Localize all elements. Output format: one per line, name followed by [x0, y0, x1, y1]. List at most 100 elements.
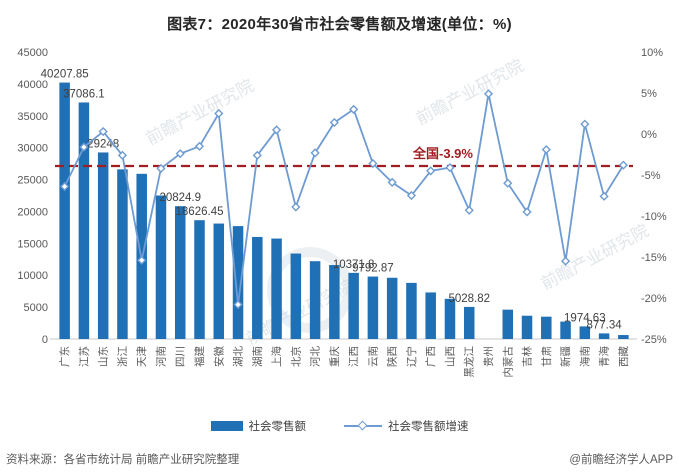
source-note: 资料来源：各省市统计局 前瞻产业研究院整理	[6, 454, 240, 466]
credit-note: @前瞻经济学人APP	[569, 454, 673, 466]
left-axis-tick: 45000	[17, 47, 48, 59]
right-axis-tick: 5%	[641, 88, 657, 100]
x-label-新疆: 新疆	[559, 346, 572, 367]
bar-青海	[598, 333, 610, 339]
bar-湖北	[232, 226, 244, 339]
growth-marker-云南	[368, 158, 378, 169]
growth-marker-安徽	[214, 108, 224, 119]
x-label-黑龙江: 黑龙江	[463, 346, 476, 378]
right-axis-tick: -25%	[641, 334, 667, 346]
x-label-安徽: 安徽	[212, 346, 225, 367]
bar-上海	[271, 238, 282, 339]
growth-marker-黑龙江	[464, 205, 474, 215]
left-axis-tick: 20000	[17, 206, 48, 218]
growth-marker-辽宁	[406, 190, 417, 201]
x-label-西藏: 西藏	[618, 346, 630, 367]
growth-marker-贵州	[483, 89, 494, 99]
bar-广西	[425, 292, 436, 339]
x-label-吉林: 吉林	[521, 346, 534, 367]
chart-legend: 社会零售额 社会零售额增速	[0, 415, 679, 437]
bar-福建	[194, 220, 205, 339]
growth-marker-江苏	[79, 142, 89, 152]
x-label-天津: 天津	[136, 346, 148, 367]
bar-内蒙古	[502, 309, 514, 339]
bar-河北	[309, 261, 321, 339]
legend-label-retail: 社会零售额	[248, 421, 307, 433]
x-label-广西: 广西	[425, 346, 437, 367]
left-axis-tick: 35000	[17, 111, 48, 123]
bar-label-四川: 20824.9	[159, 192, 201, 204]
x-label-江西: 江西	[348, 346, 360, 367]
x-label-陕西: 陕西	[386, 346, 399, 367]
left-axis-tick: 15000	[17, 238, 48, 250]
line-series-swatch	[344, 420, 382, 432]
growth-marker-青海	[599, 191, 609, 201]
chart-footer: 资料来源：各省市统计局 前瞻产业研究院整理 @前瞻经济学人APP	[0, 451, 679, 467]
x-label-甘肃: 甘肃	[540, 346, 553, 367]
x-label-内蒙古: 内蒙古	[501, 346, 514, 378]
bar-吉林	[521, 315, 533, 339]
x-label-湖北: 湖北	[233, 346, 245, 367]
bar-label-江西: 10371.8	[333, 259, 375, 271]
x-label-云南: 云南	[366, 346, 379, 367]
watermark-text: 前瞻产业研究院	[413, 56, 527, 129]
x-label-辽宁: 辽宁	[405, 346, 418, 367]
growth-marker-新疆	[560, 256, 571, 266]
chart-title: 图表7：2020年30省市社会零售额及增速(单位：%)	[167, 16, 512, 33]
bar-海南	[579, 326, 591, 339]
growth-marker-广东	[60, 181, 70, 192]
national-reference-label: 全国-3.9%	[412, 146, 473, 161]
x-label-贵州: 贵州	[482, 346, 495, 367]
growth-marker-吉林	[522, 207, 532, 217]
bar-浙江	[117, 169, 128, 339]
growth-marker-福建	[194, 141, 205, 151]
growth-marker-广西	[426, 166, 436, 176]
growth-marker-陕西	[387, 177, 397, 187]
watermark-text: 前瞻产业研究院	[143, 76, 257, 149]
growth-marker-江西	[349, 104, 359, 114]
growth-marker-重庆	[329, 117, 339, 128]
right-axis-tick: -20%	[641, 293, 667, 305]
left-axis-tick: 5000	[24, 302, 48, 314]
bar-山东	[97, 152, 109, 339]
x-label-浙江: 浙江	[117, 346, 129, 367]
bar-label-福建: 18626.45	[176, 206, 224, 218]
legend-label-growth: 社会零售额增速	[388, 421, 469, 433]
x-label-海南: 海南	[578, 346, 591, 367]
bar-北京	[290, 253, 302, 339]
bar-series-swatch	[210, 421, 243, 431]
legend-item-retail: 社会零售额	[210, 418, 307, 434]
x-label-上海: 上海	[270, 346, 283, 367]
left-axis-tick: 30000	[17, 143, 48, 155]
growth-marker-天津	[137, 255, 147, 265]
x-label-湖南: 湖南	[251, 346, 264, 367]
bar-江西	[348, 272, 359, 339]
growth-marker-河北	[310, 148, 320, 158]
growth-marker-山西	[445, 163, 455, 173]
left-axis-tick: 25000	[17, 175, 48, 187]
growth-marker-西藏	[618, 160, 628, 170]
x-label-重庆: 重庆	[328, 346, 341, 367]
growth-marker-四川	[175, 149, 185, 159]
bar-label-海南: 1974.63	[564, 312, 606, 324]
bar-label-云南: 9792.87	[352, 263, 394, 275]
bar-label-黑龙江: 5028.82	[448, 293, 490, 305]
left-axis-tick: 40000	[17, 79, 48, 91]
x-label-山西: 山西	[444, 346, 456, 367]
growth-marker-湖北	[233, 299, 243, 310]
bar-甘肃	[541, 316, 552, 339]
growth-marker-内蒙古	[503, 178, 513, 188]
bar-辽宁	[406, 282, 417, 339]
bar-四川	[174, 206, 186, 339]
right-axis-tick: -15%	[641, 252, 667, 264]
bar-西藏	[618, 335, 629, 339]
right-axis-tick: -5%	[641, 170, 661, 182]
bar-广东	[59, 82, 70, 339]
bar-江苏	[78, 102, 90, 339]
watermark-text: 前瞻产业研究院	[538, 221, 652, 294]
bar-安徽	[213, 223, 225, 339]
right-axis-tick: 0%	[641, 129, 657, 141]
growth-marker-山东	[98, 126, 108, 137]
growth-marker-上海	[271, 125, 282, 135]
x-label-青海: 青海	[598, 346, 611, 367]
